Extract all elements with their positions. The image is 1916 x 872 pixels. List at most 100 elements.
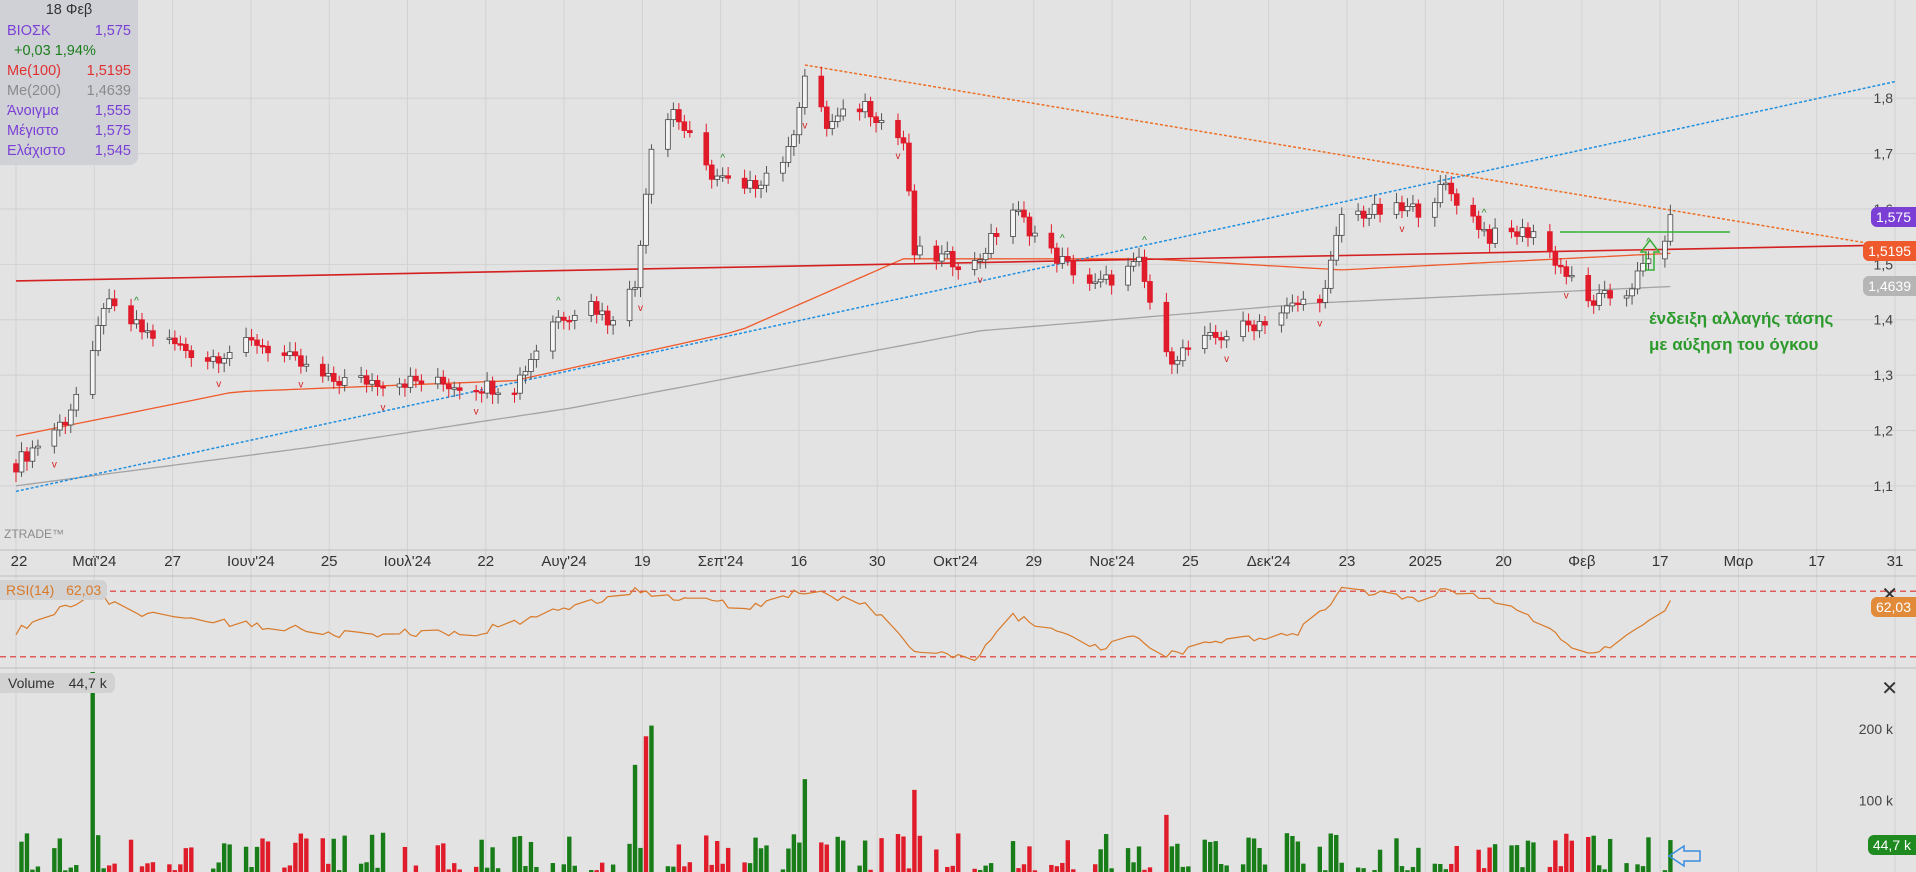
volume-bar <box>1547 866 1553 872</box>
candle <box>374 380 381 387</box>
candle <box>1322 287 1329 303</box>
rsi-label: RSI(14) <box>6 582 55 598</box>
candle <box>982 252 989 261</box>
info-open-label: Άνοιγμα <box>7 103 59 119</box>
volume-bar <box>495 868 501 872</box>
candle <box>1552 250 1559 266</box>
candle <box>988 233 994 254</box>
volume-bar <box>364 862 369 872</box>
fractal-down-marker: v <box>1399 224 1404 235</box>
candle <box>1300 298 1307 305</box>
candle <box>785 146 792 163</box>
volume-bar <box>1142 869 1147 872</box>
volume-bar <box>1290 835 1295 872</box>
info-date: 18 Φεβ <box>45 2 93 18</box>
candle <box>298 355 304 367</box>
volume-bar <box>63 870 68 872</box>
volume-bar <box>243 846 249 872</box>
volume-bar <box>1186 866 1191 872</box>
candle <box>1136 256 1142 262</box>
candle <box>944 251 951 255</box>
rsi-label-box[interactable]: RSI(14) 62,03 <box>0 580 108 600</box>
volume-bar <box>572 865 577 872</box>
candle <box>281 352 288 356</box>
candle <box>561 316 567 321</box>
candle <box>1289 302 1296 307</box>
volume-bar <box>725 847 731 872</box>
candle <box>1590 300 1597 306</box>
volume-close-icon[interactable]: ✕ <box>1881 678 1898 700</box>
candle <box>681 121 688 131</box>
volume-bar <box>90 672 95 872</box>
volume-bar <box>567 836 572 872</box>
fractal-down-marker: v <box>298 380 303 391</box>
candle <box>456 387 463 391</box>
volume-bar <box>1476 849 1481 872</box>
candle <box>873 116 879 124</box>
x-tick-label: Μαρ <box>1724 553 1754 570</box>
volume-bar <box>1646 837 1651 872</box>
ma100-tag: 1,5195 <box>1863 241 1916 261</box>
annotation-line-2: με αύξηση του όγκου <box>1649 335 1819 354</box>
candle <box>1519 227 1526 237</box>
candle <box>1295 302 1301 305</box>
x-tick-label: Οκτ'24 <box>933 553 978 570</box>
candle <box>648 148 655 195</box>
candle <box>67 409 74 426</box>
candle <box>1437 184 1444 204</box>
candle <box>259 345 266 348</box>
volume-bar <box>1355 867 1361 872</box>
candle <box>1327 259 1334 289</box>
candle <box>325 373 332 377</box>
volume-bar <box>1564 833 1569 872</box>
volume-bar <box>1109 868 1114 872</box>
x-tick-label: Νοε'24 <box>1089 553 1134 570</box>
volume-bar <box>988 863 994 872</box>
x-tick-label: 29 <box>1025 553 1042 570</box>
volume-bar <box>720 863 725 872</box>
candle <box>57 421 63 431</box>
volume-bar <box>879 838 884 872</box>
volume-bar <box>1553 840 1558 872</box>
candle <box>1065 256 1071 261</box>
ma200-path <box>15 285 1671 487</box>
candle <box>588 301 595 316</box>
ma200-line <box>15 285 1671 487</box>
volume-bar <box>956 833 961 872</box>
volume-bar <box>862 840 868 872</box>
candle <box>440 376 447 385</box>
info-change: +0,03 1,94% <box>14 43 96 59</box>
candle <box>1634 270 1641 290</box>
rsi-line <box>15 586 1671 662</box>
volume-bar <box>561 864 567 872</box>
candle <box>878 119 885 124</box>
volume-bar <box>265 841 271 872</box>
volume-bar <box>1487 847 1492 872</box>
candle <box>1338 214 1345 236</box>
candle <box>1180 347 1186 362</box>
x-tick-label: Μαϊ'24 <box>72 553 116 570</box>
volume-bar <box>786 848 791 872</box>
candle <box>13 463 19 473</box>
candle <box>1032 232 1038 237</box>
volume-bar <box>895 834 901 872</box>
candle <box>363 375 370 385</box>
volume-bar <box>139 866 145 872</box>
volume-bar <box>1016 868 1021 872</box>
volume-bar <box>1125 848 1131 872</box>
volume-bar <box>167 864 172 872</box>
volume-bar <box>764 845 769 872</box>
info-price: 1,575 <box>94 23 131 39</box>
volume-bar <box>413 865 419 872</box>
volume-bar <box>1377 849 1383 872</box>
candle <box>1475 215 1482 230</box>
volume-label-box[interactable]: Volume 44,7 k <box>0 673 115 693</box>
candle <box>676 109 682 123</box>
volume-bar <box>1147 867 1153 872</box>
candle <box>1514 231 1520 237</box>
volume-bar <box>211 868 216 872</box>
candle <box>215 356 222 364</box>
candle <box>1662 240 1668 260</box>
candle <box>604 310 611 326</box>
